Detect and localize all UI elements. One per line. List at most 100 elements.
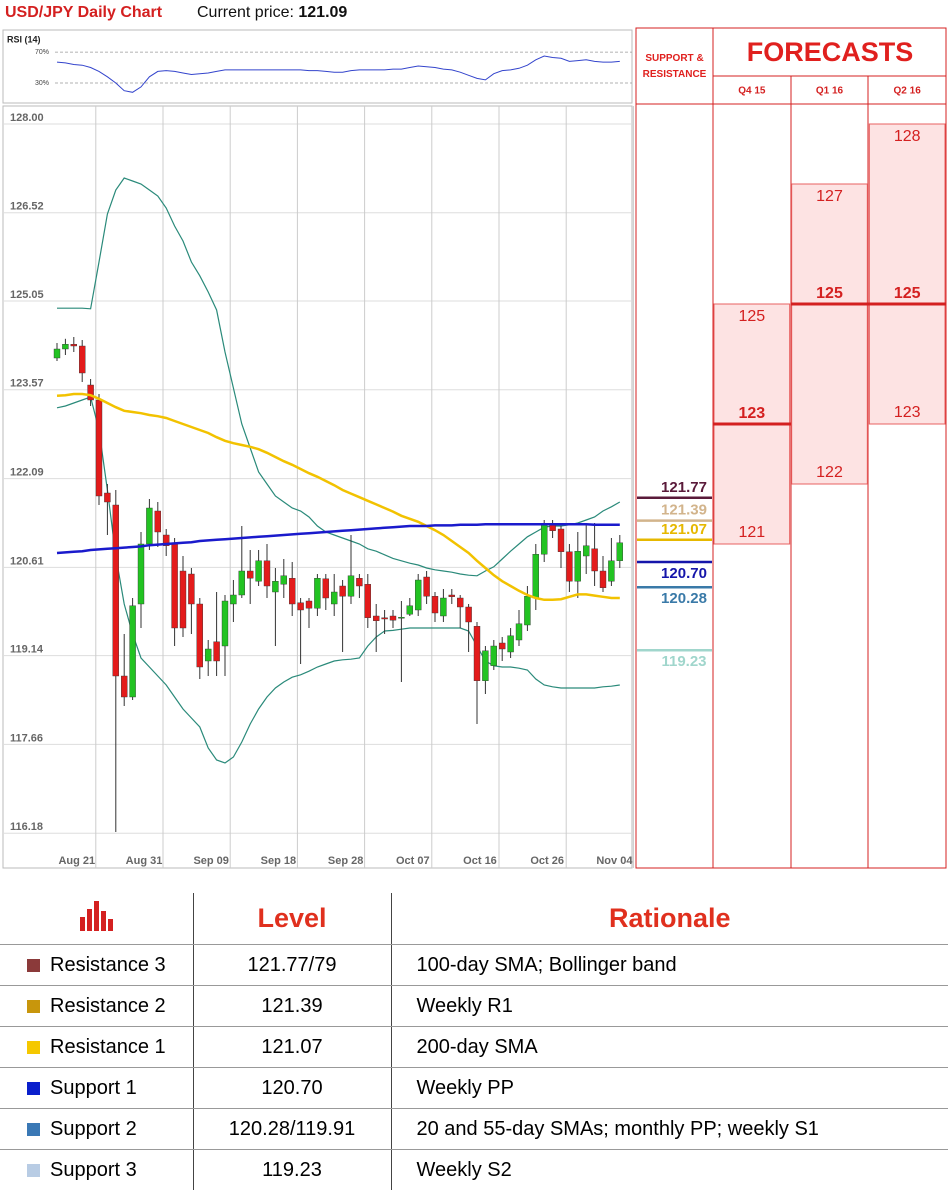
page-title: USD/JPY Daily Chart xyxy=(5,4,163,21)
candle-body xyxy=(129,605,136,698)
header-icon-cell xyxy=(0,893,193,945)
candle-body xyxy=(53,348,61,359)
candle-body xyxy=(331,591,338,605)
level-label: 119.23 xyxy=(661,653,706,670)
candle-body xyxy=(238,570,246,596)
level-rationale: Weekly PP xyxy=(390,1067,948,1109)
y-tick-label: 117.66 xyxy=(10,732,43,744)
legend-swatch xyxy=(27,1123,40,1136)
legend-swatch xyxy=(27,1000,40,1013)
candle-body xyxy=(221,600,229,647)
candle-body xyxy=(314,578,321,609)
header-cell: Rationale xyxy=(390,893,948,945)
forecast-high: 125 xyxy=(738,308,765,325)
candle-body xyxy=(204,648,212,662)
candle-body xyxy=(146,507,153,545)
candle-body xyxy=(515,623,523,641)
forecasts-title: FORECASTS xyxy=(746,37,914,67)
candle-body xyxy=(246,570,254,579)
candle-body xyxy=(62,344,69,350)
forecast-high: 127 xyxy=(816,188,843,205)
level-value: 120.70 xyxy=(192,1067,391,1109)
level-name-cell: Support 2 xyxy=(0,1108,193,1150)
forecast-range xyxy=(791,183,868,485)
level-label: 120.28 xyxy=(661,590,707,607)
rsi-line xyxy=(56,55,620,93)
y-tick-label: 126.52 xyxy=(10,201,44,213)
y-tick-label: 116.18 xyxy=(10,821,43,833)
candle-body xyxy=(499,642,506,650)
forecast-mid: 125 xyxy=(816,285,843,302)
level-label: 121.07 xyxy=(661,521,707,538)
quarter-label: Q4 15 xyxy=(738,86,766,97)
bollinger-band xyxy=(56,396,620,764)
candle-body xyxy=(524,596,531,626)
y-tick-label: 125.05 xyxy=(10,289,44,301)
sr-header: SUPPORT & RESISTANCE xyxy=(642,52,707,80)
table-row: Support 3 119.23 Weekly S2 xyxy=(0,1149,948,1190)
quarter-label: Q1 16 xyxy=(816,86,844,97)
level-value: 121.07 xyxy=(192,1026,391,1068)
legend-swatch xyxy=(27,959,40,972)
candle-body xyxy=(457,597,464,608)
x-tick-label: Oct 16 xyxy=(463,855,497,867)
table-row: Resistance 2 121.39 Weekly R1 xyxy=(0,985,948,1027)
candle-body xyxy=(137,543,145,605)
candle-body xyxy=(465,606,472,623)
forecast-range xyxy=(868,123,946,425)
level-name: Support 1 xyxy=(50,1076,137,1099)
forecast-low: 121 xyxy=(738,524,765,541)
candle-body xyxy=(120,675,128,698)
candle-body xyxy=(583,545,590,557)
candle-body xyxy=(213,641,220,662)
candle-body xyxy=(196,603,204,668)
candle-body xyxy=(415,579,422,611)
candle-body xyxy=(364,584,371,619)
x-tick-label: Sep 09 xyxy=(193,855,228,867)
price-label: Current price: xyxy=(197,4,294,21)
candle-body xyxy=(599,570,607,588)
level-name-cell: Support 3 xyxy=(0,1149,193,1190)
y-tick-label: 128.00 xyxy=(10,112,44,124)
candle-body xyxy=(112,504,120,677)
forecast-mid: 125 xyxy=(894,285,921,302)
candle-body xyxy=(381,617,388,620)
forecast-mid: 123 xyxy=(738,405,765,422)
price-value: 121.09 xyxy=(298,4,347,21)
candle-body xyxy=(87,384,94,401)
y-tick-label: 123.57 xyxy=(10,378,44,390)
candle-body xyxy=(104,492,111,503)
level-label: 121.39 xyxy=(661,502,707,519)
rsi-tick-label: 70% xyxy=(35,49,49,56)
y-tick-label: 119.14 xyxy=(10,644,44,656)
candle-body xyxy=(616,542,623,561)
table-row: Support 1 120.70 Weekly PP xyxy=(0,1067,948,1109)
header-cell: Level xyxy=(192,893,391,945)
rsi-tick-label: 30% xyxy=(35,80,49,87)
legend-swatch xyxy=(27,1041,40,1054)
rsi-frame xyxy=(2,29,633,104)
candle-body xyxy=(347,575,355,597)
candle-body xyxy=(188,573,195,605)
candle-body xyxy=(78,345,86,374)
forecast-high: 128 xyxy=(894,128,921,145)
level-rationale: 100-day SMA; Bollinger band xyxy=(390,944,948,986)
candle-body xyxy=(574,551,581,582)
level-value: 121.39 xyxy=(192,985,391,1027)
candle-body xyxy=(70,344,78,347)
candle-body xyxy=(541,524,548,555)
current-price: Current price: 121.09 xyxy=(197,4,347,21)
candle-body xyxy=(305,600,313,609)
candle-body xyxy=(179,570,187,629)
candle-body xyxy=(95,399,103,497)
candle-body xyxy=(373,615,380,621)
level-rationale: Weekly S2 xyxy=(390,1149,948,1190)
table-row: Resistance 1 121.07 200-day SMA xyxy=(0,1026,948,1068)
table-body: Resistance 3 121.77/79 100-day SMA; Bollin… xyxy=(0,944,948,1190)
forecast-low: 123 xyxy=(894,404,921,421)
level-name-cell: Resistance 1 xyxy=(0,1026,193,1068)
candle-body xyxy=(389,615,397,621)
x-tick-label: Oct 26 xyxy=(530,855,564,867)
table-header: Level Rationale xyxy=(0,893,948,945)
candle-body xyxy=(162,534,170,547)
